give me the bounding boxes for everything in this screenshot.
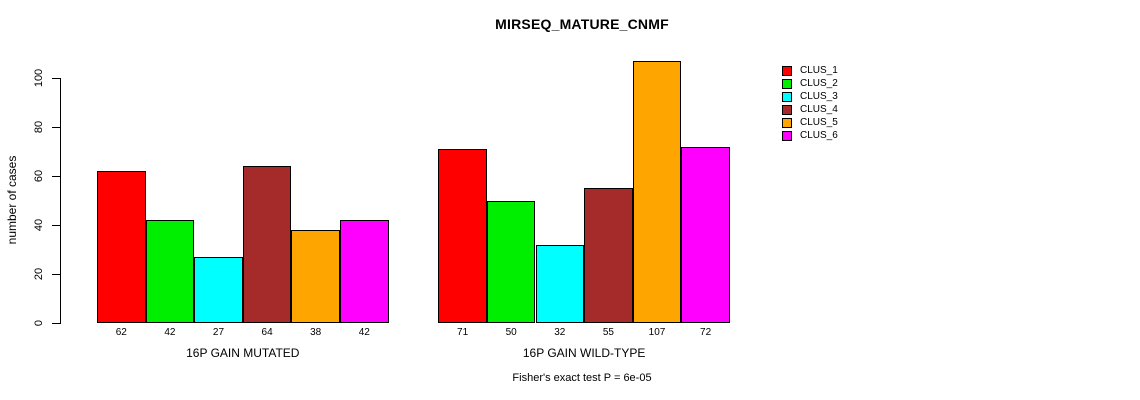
chart-title: MIRSEQ_MATURE_CNMF: [495, 16, 669, 32]
legend-swatch-clus_4: [782, 105, 792, 115]
y-tick-mark: [52, 323, 61, 324]
legend-label-clus_4: CLUS_4: [800, 104, 838, 115]
legend-label-clus_1: CLUS_1: [800, 65, 838, 76]
bar-value-label: 42: [358, 327, 370, 338]
y-axis-line: [60, 78, 61, 323]
bar-clus_2-group1: [145, 220, 195, 323]
y-tick-mark: [52, 78, 61, 79]
bar-value-label: 107: [648, 327, 666, 338]
fisher-test-note: Fisher's exact test P = 6e-05: [512, 372, 652, 384]
bar-clus_6-group2: [681, 146, 730, 323]
y-tick-label: 40: [33, 218, 45, 232]
y-tick-mark: [52, 176, 61, 177]
y-tick-label: 0: [33, 319, 45, 327]
bar-value-label: 55: [602, 327, 614, 338]
y-tick-mark: [52, 274, 61, 275]
y-tick-label: 20: [33, 267, 45, 281]
legend-label-clus_5: CLUS_5: [800, 117, 838, 128]
bar-clus_6-group1: [340, 220, 389, 323]
legend-label-clus_3: CLUS_3: [800, 91, 838, 102]
bar-clus_5-group2: [632, 60, 682, 323]
group-label-wild-type: 16P GAIN WILD-TYPE: [522, 346, 646, 360]
bar-clus_1-group1: [97, 171, 146, 323]
bar-clus_4-group2: [584, 188, 633, 323]
bar-clus_1-group2: [438, 149, 487, 323]
y-tick-label: 60: [33, 169, 45, 183]
bar-value-label: 42: [164, 327, 176, 338]
bar-clus_2-group2: [486, 200, 536, 323]
bar-value-label: 72: [700, 327, 712, 338]
legend-swatch-clus_3: [782, 92, 792, 102]
bar-value-label: 71: [457, 327, 469, 338]
bar-clus_3-group1: [194, 256, 243, 323]
bar-clus_5-group1: [291, 229, 340, 323]
bar-value-label: 50: [505, 327, 517, 338]
bar-value-label: 62: [115, 327, 127, 338]
y-tick-mark: [52, 127, 61, 128]
y-tick-label: 100: [33, 68, 45, 88]
group-label-mutated: 16P GAIN MUTATED: [186, 346, 300, 360]
bar-clus_4-group1: [242, 166, 292, 323]
y-tick-label: 80: [33, 120, 45, 134]
legend-swatch-clus_5: [782, 118, 792, 128]
bar-value-label: 64: [261, 327, 273, 338]
bar-clus_3-group2: [535, 244, 585, 323]
legend-swatch-clus_1: [782, 66, 792, 76]
legend-swatch-clus_6: [782, 131, 792, 141]
legend-swatch-clus_2: [782, 79, 792, 89]
y-axis-title: number of cases: [5, 155, 19, 245]
bar-value-label: 38: [310, 327, 322, 338]
y-tick-mark: [52, 225, 61, 226]
bar-value-label: 27: [212, 327, 225, 338]
legend-label-clus_2: CLUS_2: [800, 78, 838, 89]
bar-value-label: 32: [554, 327, 566, 338]
legend-label-clus_6: CLUS_6: [800, 130, 838, 141]
